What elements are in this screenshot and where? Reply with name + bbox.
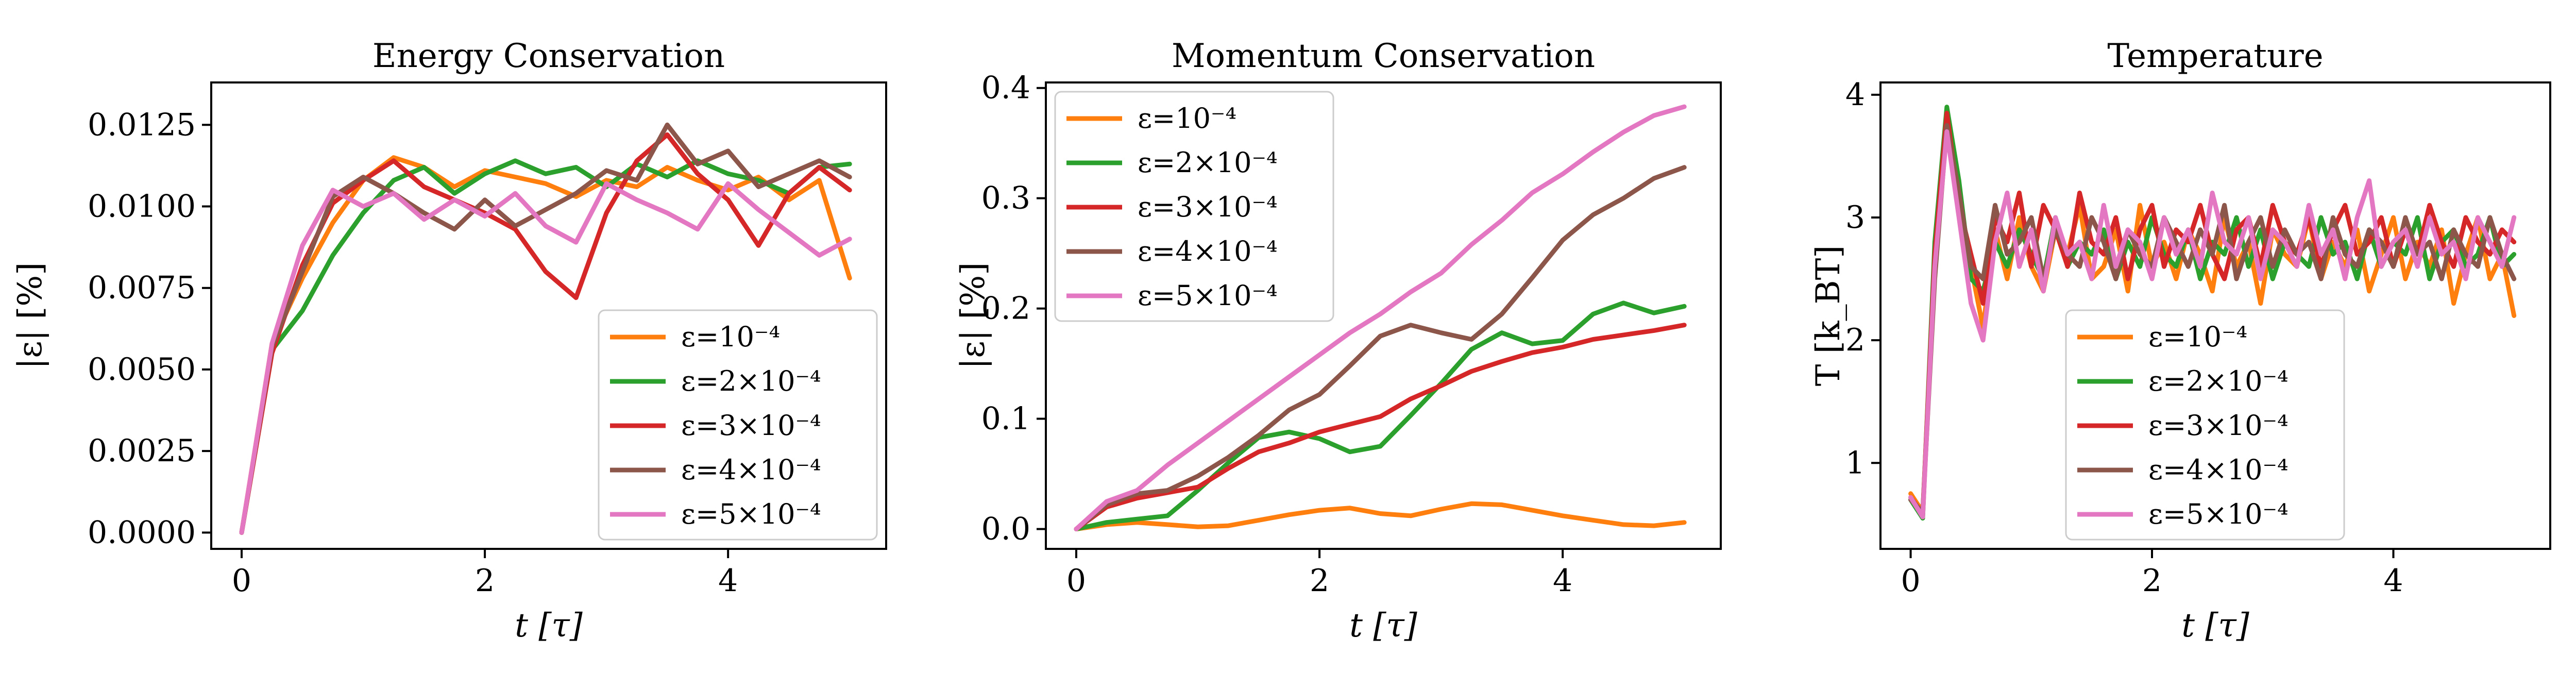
chart-panel-energy: 0 2 4 0.0000 0.0025 0.0050 0.0075 0.0100 0.0125 E…	[11, 37, 887, 645]
chart-title: Momentum Conservation	[1172, 37, 1595, 75]
x-axis-label: t [τ]	[1349, 607, 1417, 645]
y-tick-label: 0.2	[981, 291, 1030, 327]
legend-label: ε=4×10⁻⁴	[1138, 235, 1278, 267]
series-line-4	[1908, 123, 2517, 515]
series-line-2	[1908, 105, 2517, 521]
y-tick-label: 0.0125	[88, 107, 196, 143]
legend-label: ε=3×10⁻⁴	[1138, 191, 1278, 223]
chart-title: Energy Conservation	[372, 37, 725, 75]
plot-frame	[1045, 81, 1722, 550]
x-tick-label: 2	[1310, 563, 1329, 599]
series-line-4	[1074, 165, 1687, 531]
y-tick-label: 0.0	[981, 511, 1030, 547]
series-line-2	[1074, 300, 1687, 531]
x-tick-label: 2	[475, 563, 495, 599]
chart-title: Temperature	[2107, 37, 2323, 75]
legend-box	[1054, 91, 1334, 322]
series-line-1	[239, 155, 852, 535]
legend-label: ε=4×10⁻⁴	[2148, 454, 2289, 486]
series-line-5	[1074, 104, 1687, 531]
y-tick-label: 2	[1845, 322, 1865, 358]
series-line-5	[1908, 129, 2517, 520]
legend-label: ε=3×10⁻⁴	[2148, 409, 2289, 442]
series-lines	[239, 122, 852, 535]
x-tick-label: 4	[1553, 563, 1572, 599]
y-tick-label: 1	[1845, 445, 1865, 481]
legend-box	[598, 309, 878, 541]
series-line-4	[239, 122, 852, 535]
legend-box	[2065, 309, 2345, 541]
legend-label: ε=5×10⁻⁴	[681, 498, 821, 530]
y-tick-label: 3	[1845, 199, 1865, 236]
y-tick-label: 0.0075	[88, 270, 196, 306]
legend-label: ε=2×10⁻⁴	[1138, 146, 1278, 179]
y-axis-label: |ε| [%]	[11, 262, 49, 369]
x-tick-label: 0	[1901, 563, 1920, 599]
legend-label: ε=3×10⁻⁴	[681, 409, 821, 442]
series-lines	[1908, 105, 2517, 521]
x-tick-label: 4	[718, 563, 738, 599]
plot-frame	[210, 81, 887, 550]
legend: ε=10⁻⁴ ε=2×10⁻⁴ ε=3×10⁻⁴ ε=4×10⁻⁴ ε=5×10⁻⁴	[598, 309, 878, 541]
legend-label: ε=2×10⁻⁴	[681, 365, 821, 397]
y-tick-label: 0.0025	[88, 433, 196, 469]
series-lines	[1074, 104, 1687, 531]
x-axis-label: t [τ]	[515, 607, 583, 645]
legend: ε=10⁻⁴ ε=2×10⁻⁴ ε=3×10⁻⁴ ε=4×10⁻⁴ ε=5×10⁻⁴	[1054, 91, 1334, 322]
legend-label: ε=10⁻⁴	[681, 321, 780, 353]
legend-label: ε=10⁻⁴	[1138, 102, 1236, 135]
legend: ε=10⁻⁴ ε=2×10⁻⁴ ε=3×10⁻⁴ ε=4×10⁻⁴ ε=5×10⁻⁴	[2065, 309, 2345, 541]
series-line-3	[1074, 323, 1687, 531]
y-tick-label: 0.4	[981, 70, 1030, 106]
x-tick-label: 2	[2142, 563, 2162, 599]
y-tick-label: 0.1	[981, 401, 1030, 437]
legend-label: ε=10⁻⁴	[2148, 321, 2247, 353]
y-tick-label: 0.0050	[88, 351, 196, 388]
legend-label: ε=2×10⁻⁴	[2148, 365, 2289, 397]
plot-frame	[1879, 81, 2551, 550]
chart-panel-momentum: 0 2 4 0.0 0.1 0.2 0.3 0.4 Momentum Conservation t…	[954, 37, 1722, 645]
legend-label: ε=4×10⁻⁴	[681, 454, 821, 486]
legend-label: ε=5×10⁻⁴	[1138, 279, 1278, 312]
chart-panel-temperature: 0 2 4 1 2 3 4 Temperature t [τ] T [k_BT] ε=10⁻⁴ ε=2…	[1809, 37, 2551, 645]
y-tick-label: 0.0100	[88, 188, 196, 224]
x-tick-label: 0	[1066, 563, 1086, 599]
series-line-5	[239, 181, 852, 535]
x-tick-label: 0	[232, 563, 251, 599]
y-axis-label: |ε| [%]	[954, 262, 992, 369]
y-axis-label: T [k_BT]	[1809, 245, 1848, 386]
x-tick-label: 4	[2383, 563, 2403, 599]
y-tick-label: 0.3	[981, 180, 1030, 216]
y-tick-label: 4	[1845, 77, 1865, 113]
x-axis-label: t [τ]	[2181, 607, 2249, 645]
series-line-1	[1074, 501, 1687, 531]
legend-label: ε=5×10⁻⁴	[2148, 498, 2289, 530]
y-tick-label: 0.0000	[88, 514, 196, 550]
